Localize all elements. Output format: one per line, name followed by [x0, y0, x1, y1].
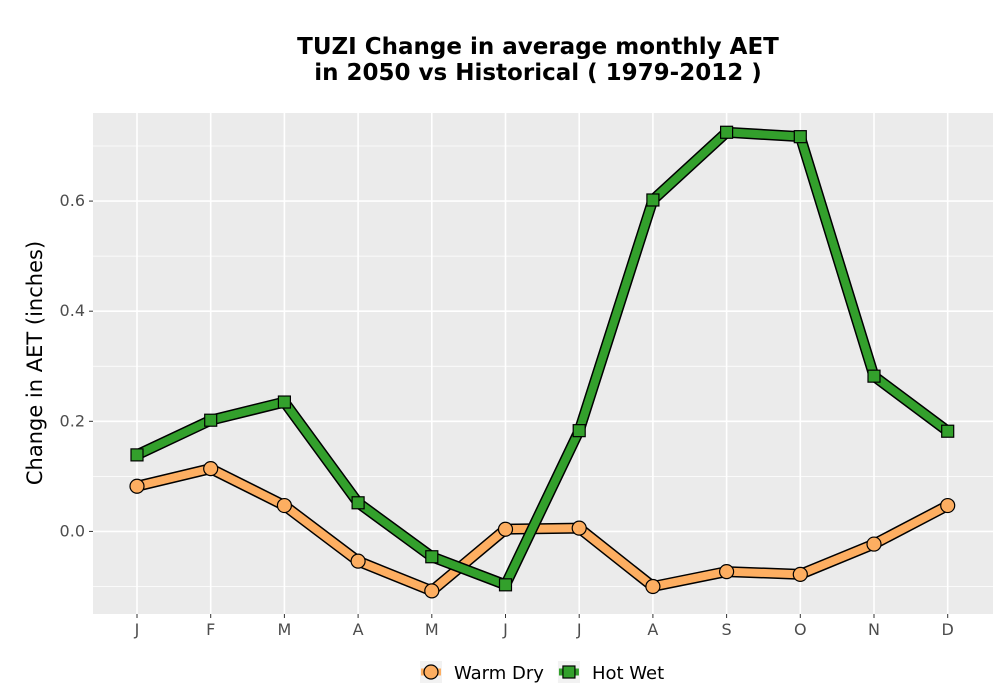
y-tick-label: 0.2	[60, 411, 85, 430]
y-tick-label: 0.0	[60, 521, 85, 540]
data-point	[719, 125, 734, 139]
x-tick-label: S	[722, 620, 732, 639]
series-warm-dry	[129, 461, 956, 599]
series-line	[133, 464, 952, 595]
data-point	[204, 413, 218, 427]
data-point	[424, 583, 440, 599]
legend-label: Warm Dry	[454, 663, 544, 684]
data-point	[940, 497, 956, 514]
x-tick-label: N	[868, 620, 880, 639]
data-point	[350, 553, 366, 569]
data-point	[645, 578, 661, 595]
data-point	[277, 395, 291, 409]
data-point	[425, 550, 439, 564]
legend-item: Hot Wet	[557, 661, 664, 684]
y-tick-label: 0.6	[60, 191, 85, 210]
data-point	[129, 478, 145, 494]
data-point	[571, 520, 587, 536]
plot-panel	[93, 113, 993, 614]
data-point	[941, 424, 955, 438]
data-point	[203, 461, 219, 477]
x-tick-label: J	[502, 620, 508, 639]
x-tick-label: J	[576, 620, 582, 639]
x-tick-label: O	[794, 620, 807, 639]
legend-key-marker	[562, 665, 576, 679]
data-point	[276, 497, 292, 514]
x-tick-label: J	[134, 620, 140, 639]
x-tick-label: D	[942, 620, 954, 639]
data-point	[866, 536, 882, 552]
x-tick-label: M	[425, 620, 439, 639]
series-hot-wet	[130, 125, 955, 592]
series-line	[133, 128, 952, 589]
data-point	[498, 578, 513, 592]
legend: Warm Dry Hot Wet	[420, 661, 664, 684]
legend-item: Warm Dry	[420, 661, 544, 684]
data-point	[572, 424, 586, 438]
x-tick-label: A	[647, 620, 658, 639]
data-point	[793, 130, 807, 144]
x-tick-label: M	[277, 620, 291, 639]
data-point	[497, 521, 514, 537]
data-point	[867, 369, 881, 383]
data-point	[646, 193, 660, 207]
data-point	[792, 566, 808, 582]
y-axis-title: Change in AET (inches)	[23, 241, 47, 485]
data-point	[351, 496, 365, 510]
y-axis: 0.0 0.2 0.4 0.6	[60, 191, 93, 540]
data-point	[130, 448, 144, 462]
chart-title-line-2: in 2050 vs Historical ( 1979-2012 )	[314, 60, 761, 86]
data-point	[718, 564, 735, 580]
x-tick-label: A	[353, 620, 364, 639]
chart-title-line-1: TUZI Change in average monthly AET	[297, 34, 779, 60]
y-tick-label: 0.4	[60, 301, 85, 320]
x-tick-label: F	[206, 620, 215, 639]
legend-key-marker	[423, 664, 439, 680]
series	[129, 125, 956, 599]
legend-label: Hot Wet	[592, 663, 664, 684]
